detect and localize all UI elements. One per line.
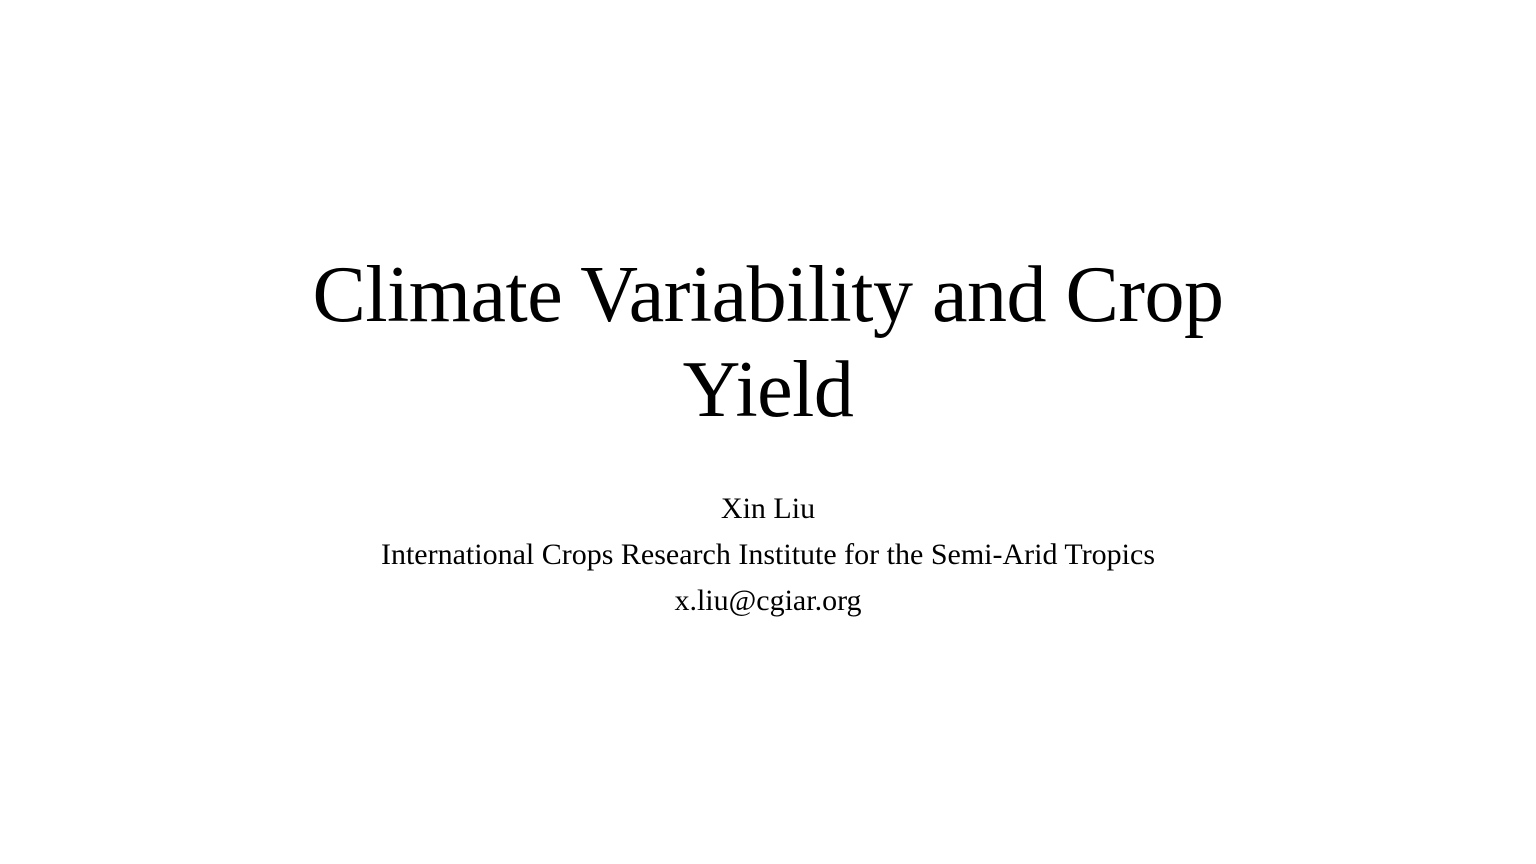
author-affiliation: International Crops Research Institute f… [380,538,1156,571]
title-block: Climate Variability and Crop Yield [0,248,1536,438]
subtitle-block: Xin Liu International Crops Research Ins… [0,486,1536,624]
author-name: Xin Liu [720,492,816,525]
author-email: x.liu@cgiar.org [674,584,862,617]
slide-title: Climate Variability and Crop Yield [312,251,1224,434]
